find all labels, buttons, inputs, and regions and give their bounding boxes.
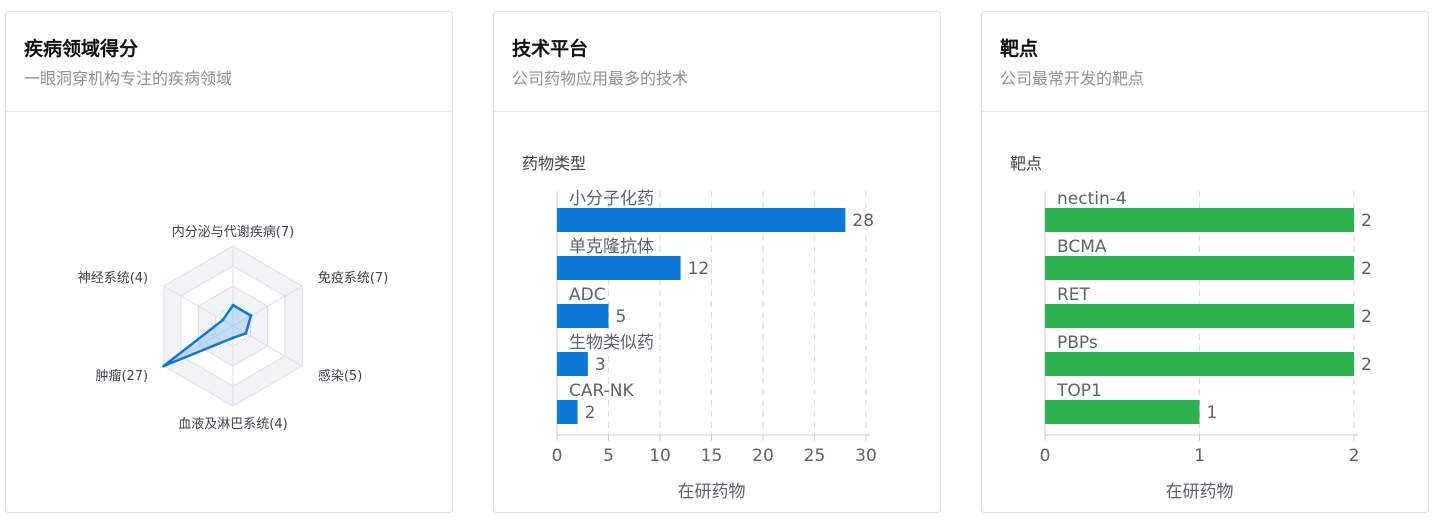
bar-value-label: 28 [852,211,874,231]
x-tick-label: 1 [1194,446,1205,466]
radar-axis-label: 内分泌与代谢疾病(7) [172,224,294,240]
bar [1045,352,1354,376]
radar-axis-label: 免疫系统(7) [318,270,388,286]
bar-value-label: 2 [1361,355,1372,375]
bar [557,304,609,328]
radar-data-point [244,331,248,335]
tech-platform-card: 技术平台 公司药物应用最多的技术 药物类型 0 5 10 15 20 25 30 小分子化药 28… [493,11,941,513]
bar-category-label: 生物类似药 [569,333,654,353]
bar [1045,256,1354,280]
x-axis-title: 在研药物 [1166,482,1234,502]
x-tick-label: 20 [752,446,774,466]
card-title: 靶点 [1000,38,1039,60]
target-bar-chart: 靶点 0 1 2 nectin-4 2 BCMA 2 RET 2 PBPs 2 TOP1 1 在研药物 [1010,154,1372,502]
card-subtitle: 一眼洞穿机构专注的疾病领域 [24,69,233,88]
radar-data-point [249,314,253,318]
bar-category-label: PBPs [1057,333,1098,353]
category-axis-title: 靶点 [1010,154,1042,173]
drug-type-bar-chart: 药物类型 0 5 10 15 20 25 30 小分子化药 28 单克隆抗体 12 ADC 5 生物类似药3… [522,154,877,502]
bar-value-label: 2 [1361,259,1372,279]
bar-value-label: 2 [585,403,596,423]
bar [557,256,681,280]
bar-value-label: 5 [616,307,627,327]
card-body: 内分泌与代谢疾病(7) 免疫系统(7) 感染(5) 血液及淋巴系统(4) 肿瘤(27) 神… [6,112,452,512]
bar-category-label: nectin-4 [1057,189,1127,209]
x-tick-label: 10 [649,446,671,466]
bar-value-label: 3 [595,355,606,375]
radar-data-point [231,303,235,307]
bar-value-label: 12 [688,259,710,279]
x-tick-label: 25 [804,446,826,466]
x-tick-label: 0 [552,446,563,466]
bar-category-label: 小分子化药 [569,189,654,209]
card-title: 技术平台 [512,38,589,60]
x-tick-label: 2 [1349,446,1360,466]
disease-area-card: 疾病领域得分 一眼洞穿机构专注的疾病领域 内分泌与代谢疾病(7) 免疫系统(7) 感… [5,11,453,513]
card-header: 疾病领域得分 一眼洞穿机构专注的疾病领域 [6,12,452,112]
card-header: 技术平台 公司药物应用最多的技术 [494,12,940,112]
bar-category-label: 单克隆抗体 [569,237,654,257]
target-card: 靶点 公司最常开发的靶点 靶点 0 1 2 nectin-4 2 BCMA 2 RET 2 PBPs… [981,11,1429,513]
radar-chart: 内分泌与代谢疾病(7) 免疫系统(7) 感染(5) 血液及淋巴系统(4) 肿瘤(27) 神… [78,224,389,432]
radar-axis-label: 血液及淋巴系统(4) [178,417,287,432]
bar [557,400,578,424]
x-tick-label: 15 [701,446,723,466]
bar-value-label: 2 [1361,307,1372,327]
bar [1045,208,1354,232]
radar-data-point [162,364,166,368]
category-axis-title: 药物类型 [522,154,586,173]
bar-category-label: CAR-NK [569,381,634,401]
radar-data-point [221,318,225,322]
bar-value-label: 1 [1207,403,1218,423]
bar [557,352,588,376]
bar [557,208,846,232]
x-tick-label: 0 [1040,446,1051,466]
card-title: 疾病领域得分 [24,38,139,60]
bar [1045,304,1354,328]
bar-category-label: BCMA [1057,237,1107,257]
bar-value-label: 2 [1361,211,1372,231]
x-tick-label: 30 [855,446,877,466]
radar-axis-label: 感染(5) [318,368,362,384]
bar-category-label: ADC [569,285,606,305]
card-body: 靶点 0 1 2 nectin-4 2 BCMA 2 RET 2 PBPs 2 TOP1 1 在研药物 [982,112,1428,512]
bar-category-label: RET [1057,285,1091,305]
bar [1045,400,1200,424]
card-subtitle: 公司最常开发的靶点 [1000,69,1145,88]
card-header: 靶点 公司最常开发的靶点 [982,12,1428,112]
radar-data-point [231,336,235,340]
card-subtitle: 公司药物应用最多的技术 [512,69,689,88]
radar-axis-label: 肿瘤(27) [95,368,148,384]
radar-axis-label: 神经系统(4) [78,271,148,286]
bar-category-label: TOP1 [1056,381,1102,401]
card-body: 药物类型 0 5 10 15 20 25 30 小分子化药 28 单克隆抗体 12 ADC 5 生物类似药 3… [494,112,940,512]
x-tick-label: 5 [603,446,614,466]
x-axis-title: 在研药物 [678,482,746,502]
